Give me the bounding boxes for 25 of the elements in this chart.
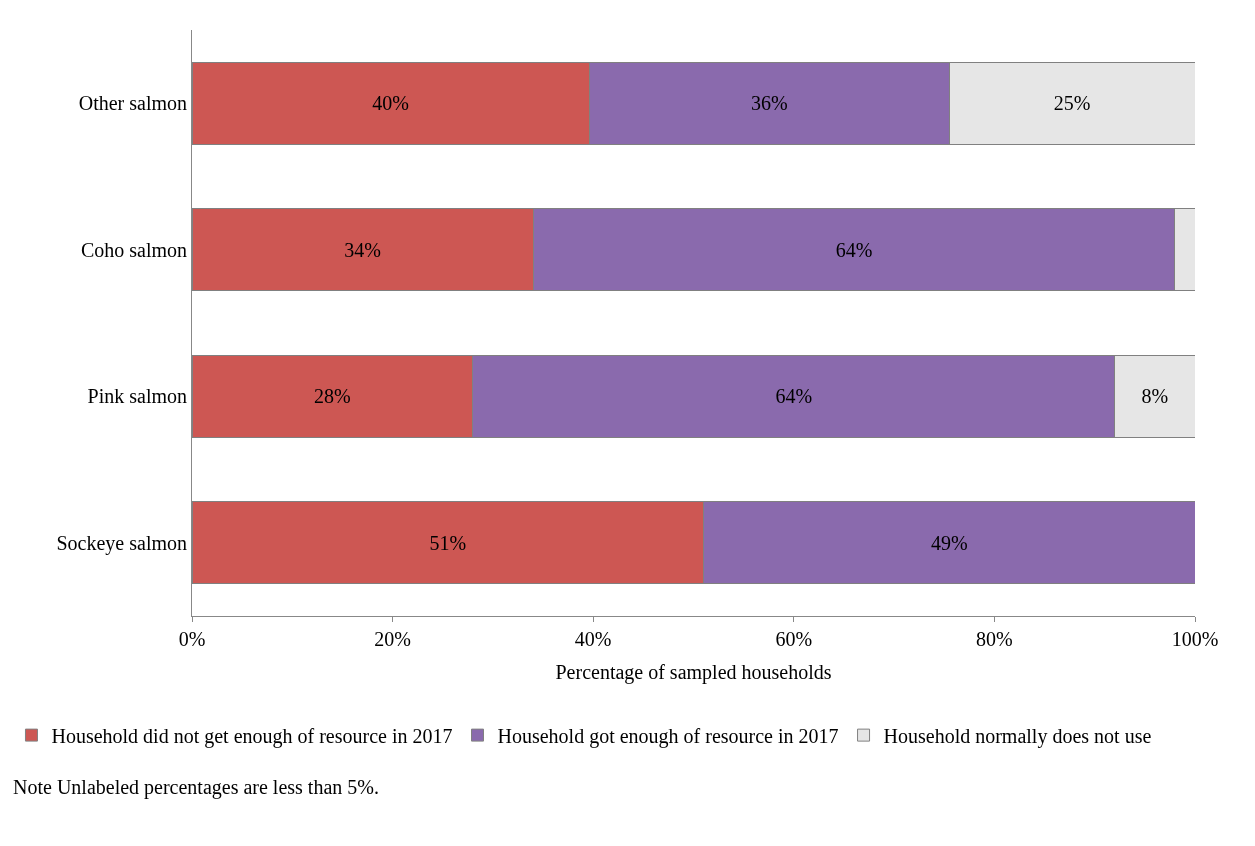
x-tick-label: 20% — [374, 628, 411, 650]
legend-label: Household normally does not use — [883, 724, 1152, 748]
data-label: 28% — [314, 385, 351, 408]
legend-label: Household did not get enough of resource in 2017 — [51, 724, 453, 748]
x-tick-label: 0% — [178, 628, 206, 650]
x-axis-title: Percentage of sampled households — [555, 660, 832, 684]
x-tick-label: 40% — [574, 628, 612, 650]
data-label: 40% — [372, 92, 409, 115]
data-label: 25% — [1053, 92, 1091, 115]
data-label: 51% — [429, 531, 467, 554]
data-label: 64% — [835, 238, 873, 261]
y-tick-label: Other salmon — [78, 92, 187, 115]
data-label: 64% — [775, 385, 813, 408]
y-tick-label: Sockeye salmon — [56, 531, 187, 555]
data-label: 49% — [930, 531, 968, 554]
data-label: 8% — [1141, 385, 1169, 408]
legend-label: Household got enough of resource in 2017 — [497, 724, 839, 748]
x-tick-label: 80% — [976, 628, 1013, 650]
data-label: 36% — [750, 92, 788, 115]
y-tick-label: Pink salmon — [87, 385, 187, 408]
y-tick-label: Coho salmon — [80, 238, 187, 261]
data-label: 34% — [344, 238, 381, 261]
x-tick-label: 60% — [775, 628, 813, 650]
x-tick-label: 100% — [1171, 628, 1219, 650]
text: Note Unlabeled percentages are less than 5%. — [13, 776, 379, 799]
